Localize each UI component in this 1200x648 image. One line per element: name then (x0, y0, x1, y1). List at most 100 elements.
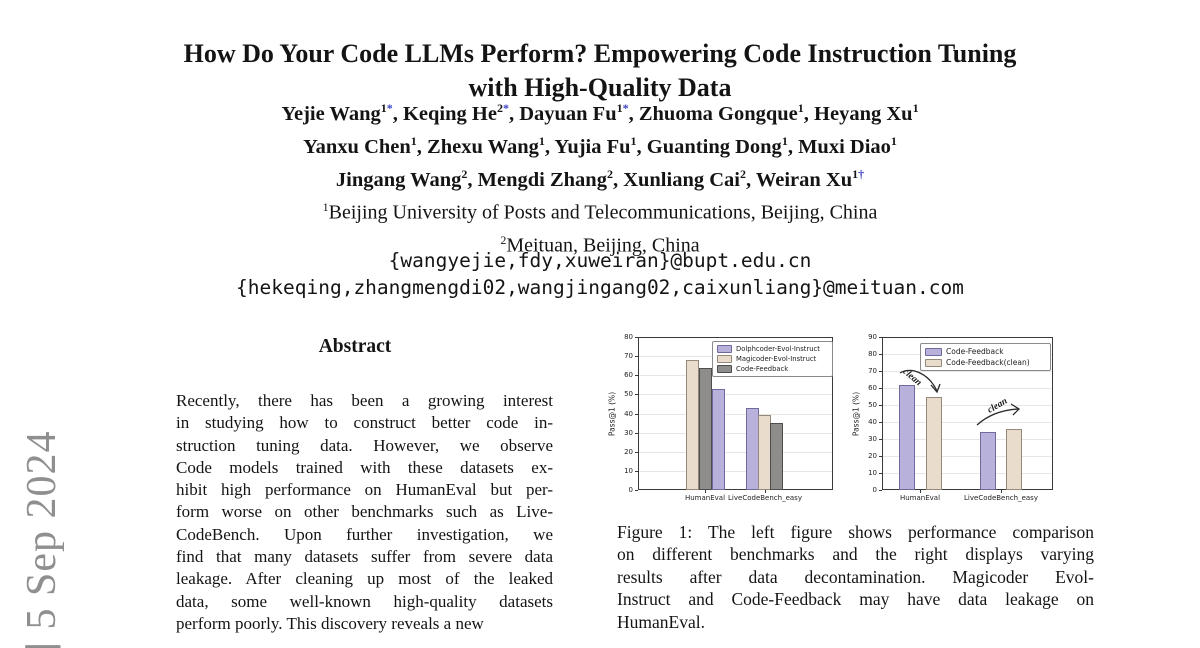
author-superscript: 1* (617, 101, 629, 115)
y-tick (635, 432, 638, 434)
y-tick (635, 356, 638, 358)
legend: Dolphcoder-Evol-Instruct Magicoder-Evol-I… (712, 341, 833, 377)
author-superscript: 1 (798, 101, 804, 115)
y-tick-label: 30 (624, 428, 633, 437)
figure-1-caption: Figure 1: The left figure shows performa… (617, 521, 1094, 633)
affiliation-number: 2 (606, 167, 613, 182)
y-tick (635, 337, 638, 338)
abstract-line: CodeBench. Upon further investigation, w… (176, 524, 553, 544)
y-tick-label: 0 (872, 486, 877, 494)
author-name: Jingang Wang (335, 169, 462, 192)
affiliation-number: 1 (912, 101, 919, 115)
affiliation-number: 1 (538, 134, 545, 149)
author-mark: † (858, 167, 865, 182)
author: Muxi Diao1 (798, 134, 897, 159)
gridline (883, 439, 1052, 440)
y-tick-label: 0 (628, 486, 633, 494)
paper-title-line2: with High-Quality Data (468, 73, 732, 103)
gridline (639, 451, 832, 453)
affiliation-list: 1Beijing University of Posts and Telecom… (0, 194, 1200, 260)
x-category-label: LiveCodeBench_easy (964, 494, 1038, 502)
abstract-line: hibit high performance on HumanEval but … (176, 480, 553, 500)
y-tick (635, 413, 638, 415)
y-tick (879, 405, 882, 406)
affiliation-text: Meituan, Beijing, China (506, 234, 700, 257)
y-tick (879, 439, 882, 440)
author-superscript: 1 (539, 134, 545, 148)
x-tick (765, 490, 766, 493)
abstract-line: find that many datasets suffer from seve… (176, 547, 553, 567)
bar-code-feedback (899, 384, 915, 490)
abstract-line: in studying how to construct better code… (176, 413, 553, 433)
gridline (639, 413, 832, 415)
x-category-label: HumanEval (684, 494, 726, 502)
y-tick (879, 337, 882, 338)
author-superscript: 1 (782, 134, 788, 148)
author-name: Weiran Xu (755, 169, 853, 192)
author-name: Heyang Xu (814, 102, 913, 125)
author-line: Yanxu Chen1, Zhexu Wang1, Yujia Fu1, Gua… (0, 128, 1200, 161)
caption-line: results after data decontamination. Magi… (617, 566, 1094, 587)
gridline (639, 432, 832, 434)
bar-code-feedback (770, 423, 783, 490)
y-tick-label: 10 (624, 466, 633, 475)
bar-dolphcoder-evol-instruct (712, 388, 725, 490)
gridline (639, 394, 832, 396)
author-name: Keqing He (402, 102, 497, 125)
legend-entry: Magicoder-Evol-Instruct (717, 354, 828, 364)
affiliation-line: 1Beijing University of Posts and Telecom… (0, 194, 1200, 227)
legend-entry: Code-Feedback(clean) (925, 357, 1046, 368)
abstract-text: Recently, there has been a growing inter… (176, 390, 553, 635)
y-tick-label: 40 (868, 418, 877, 426)
author-name: Yujia Fu (554, 136, 631, 159)
abstract-line: perform poorly. This discovery reveals a… (176, 613, 484, 633)
legend: Code-Feedback Code-Feedback(clean) (920, 343, 1051, 371)
author-name: Muxi Diao (798, 136, 891, 159)
comma: , (803, 102, 815, 125)
author-mark: * (622, 101, 629, 115)
abstract-line: form worse on other benchmarks such as L… (176, 502, 553, 522)
affiliation-number: 1 (797, 101, 804, 115)
y-tick-label: 10 (868, 469, 877, 477)
legend-entry: Code-Feedback (717, 364, 828, 374)
affiliation-number: 1 (410, 134, 417, 149)
paper-title-line1: How Do Your Code LLMs Perform? Empowerin… (183, 39, 1017, 69)
affiliation-superscript: 2 (500, 233, 507, 248)
bar-code-feedback (699, 367, 712, 490)
plot-area (638, 337, 833, 490)
legend-swatch (925, 347, 942, 356)
legend-label: Code-Feedback (946, 347, 1004, 356)
y-tick-label: 70 (868, 367, 877, 375)
gridline (639, 470, 832, 472)
affiliation-number: 1 (616, 101, 623, 115)
author-superscript: 2 (461, 168, 467, 182)
author-name: Xunliang Cai (623, 169, 740, 192)
gridline (883, 405, 1052, 406)
author: Jingang Wang2, (335, 168, 478, 192)
author: Yejie Wang1*, (281, 101, 403, 125)
legend-label: Magicoder-Evol-Instruct (736, 355, 817, 363)
author: Xunliang Cai2, (623, 168, 756, 192)
y-tick (635, 470, 638, 472)
author-line: Jingang Wang2, Mengdi Zhang2, Xunliang C… (0, 162, 1200, 195)
y-tick (879, 371, 882, 372)
legend-swatch (717, 355, 732, 363)
y-axis-label: Pass@1 (%) (851, 391, 861, 436)
gridline (883, 456, 1052, 457)
y-tick-label: 70 (624, 352, 633, 361)
y-tick (879, 388, 882, 389)
y-tick-label: 80 (624, 333, 633, 341)
author-name: Zhuoma Gongque (638, 102, 798, 125)
gridline (883, 371, 1052, 372)
author-superscript: 2* (497, 101, 509, 115)
author-name: Yanxu Chen (303, 136, 411, 159)
author-list: Yejie Wang1*, Keqing He2*, Dayuan Fu1*, … (0, 95, 1200, 195)
clean-arrowhead (930, 383, 941, 394)
bar-magicoder-evol-instruct (686, 359, 699, 490)
y-tick-label: 90 (868, 333, 877, 341)
author-name: Guanting Dong (646, 136, 782, 159)
y-tick (879, 490, 882, 491)
author-mark: * (386, 101, 393, 115)
